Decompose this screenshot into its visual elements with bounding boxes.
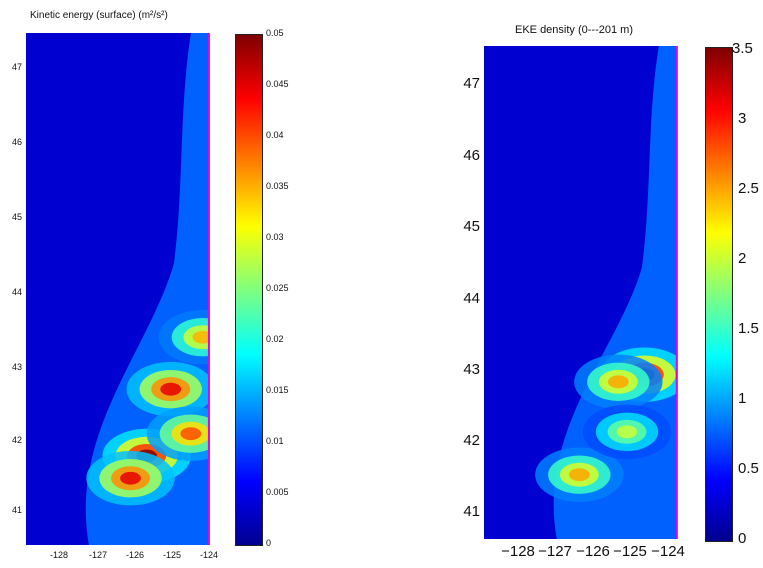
colorbar-tick-label: 1: [738, 390, 747, 407]
chart-title: Kinetic energy (surface) (m²/s²): [30, 10, 168, 21]
y-tick-label: 46: [463, 147, 480, 164]
colorbar-tick-label: 0.04: [266, 130, 284, 140]
y-tick-label: 42: [463, 432, 480, 449]
x-tick-label: -124: [199, 550, 218, 560]
x-tick-label: -128: [49, 550, 68, 560]
colorbar-tick-label: 0.015: [266, 385, 289, 395]
eke-hotspot: [568, 468, 590, 482]
y-tick-label: 41: [463, 503, 480, 520]
colorbar-tick-label: 0.035: [266, 181, 289, 191]
land-mask: [208, 33, 223, 545]
x-tick-label: −126: [576, 543, 610, 560]
y-tick-label: 41: [11, 505, 22, 515]
y-tick-label: 47: [463, 75, 480, 92]
colorbar-tick-label: 0: [266, 538, 272, 548]
colorbar-tick-label: 1.5: [738, 320, 759, 337]
y-tick-label: 45: [11, 212, 22, 222]
eke-density-map: [484, 46, 692, 539]
x-tick-label: -126: [125, 550, 144, 560]
colorbar-tick-label: 0.045: [266, 79, 289, 89]
colorbar-tick-label: 0.025: [266, 283, 289, 293]
y-tick-label: 43: [11, 362, 22, 372]
chart-title: EKE density (0---201 m): [515, 24, 633, 36]
x-tick-label: -125: [162, 550, 181, 560]
colorbar-tick-label: 0.01: [266, 436, 284, 446]
land-mask: [676, 46, 692, 539]
colorbar-tick-label: 0: [738, 530, 747, 547]
y-tick-label: 44: [463, 290, 480, 307]
x-tick-label: -127: [88, 550, 107, 560]
eke-hotspot: [180, 427, 202, 441]
heatmap-plot: [484, 46, 692, 539]
colorbar-tick-label: 2.5: [738, 180, 759, 197]
x-tick-label: −127: [538, 543, 572, 560]
x-tick-label: −128: [501, 543, 535, 560]
colorbar-tick-label: 0.5: [738, 460, 759, 477]
eke-hotspot: [607, 375, 629, 389]
colorbar-tick-label: 3: [738, 110, 747, 127]
x-tick-label: −124: [651, 543, 685, 560]
y-tick-label: 43: [463, 361, 480, 378]
y-tick-label: 45: [463, 218, 480, 235]
colorbar: [235, 34, 263, 546]
y-tick-label: 44: [11, 287, 22, 297]
heatmap-plot: [26, 33, 223, 545]
y-tick-label: 46: [11, 137, 22, 147]
colorbar-tick-label: 0.005: [266, 487, 289, 497]
colorbar: [705, 47, 733, 542]
colorbar-tick-label: 0.03: [266, 232, 284, 242]
x-tick-label: −125: [613, 543, 647, 560]
colorbar-tick-label: 2: [738, 250, 747, 267]
ke-surface-map: [26, 33, 223, 545]
eke-hotspot: [120, 471, 141, 485]
eke-hotspot: [616, 425, 638, 439]
colorbar-tick-label: 0.02: [266, 334, 284, 344]
y-tick-label: 42: [11, 435, 22, 445]
y-tick-label: 47: [11, 62, 22, 72]
colorbar-tick-label: 0.05: [266, 28, 284, 38]
eke-hotspot: [160, 382, 182, 396]
colorbar-tick-label: 3.5: [732, 40, 753, 57]
